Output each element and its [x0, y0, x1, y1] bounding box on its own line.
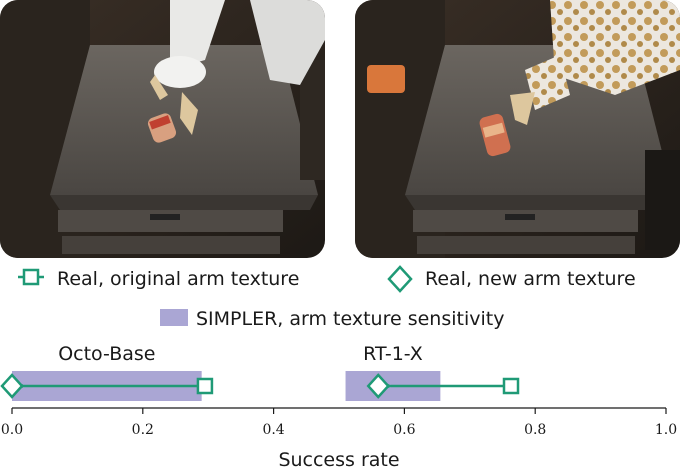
x-tick-label-0.0: 0.0	[1, 422, 23, 438]
photo-original-arm	[0, 0, 325, 258]
success-rate-chart: Real, original arm texture Real, new arm…	[0, 265, 677, 470]
marker-new-rt-1-x	[366, 373, 390, 399]
legend-simpler: SIMPLER, arm texture sensitivity	[160, 308, 504, 330]
legend-new: Real, new arm texture	[387, 265, 636, 293]
x-tick-label-0.6: 0.6	[393, 422, 415, 438]
legend-original: Real, original arm texture	[18, 268, 299, 290]
marker-original-rt-1-x	[502, 377, 520, 395]
group-label-octo-base: Octo-Base	[58, 343, 155, 365]
x-axis-title: Success rate	[278, 449, 399, 470]
legend-simpler-label: SIMPLER, arm texture sensitivity	[196, 308, 504, 330]
legend-original-label: Real, original arm texture	[57, 268, 299, 290]
x-tick-label-0.4: 0.4	[262, 422, 284, 438]
marker-original-octo-base	[196, 377, 214, 395]
legend-new-label: Real, new arm texture	[425, 268, 636, 290]
x-tick-label-0.2: 0.2	[132, 422, 154, 438]
x-tick-label-1.0: 1.0	[655, 422, 677, 438]
group-label-rt-1-x: RT-1-X	[363, 343, 423, 365]
marker-new-octo-base	[0, 373, 24, 399]
photo-new-arm	[355, 0, 680, 258]
x-tick-label-0.8: 0.8	[524, 422, 546, 438]
